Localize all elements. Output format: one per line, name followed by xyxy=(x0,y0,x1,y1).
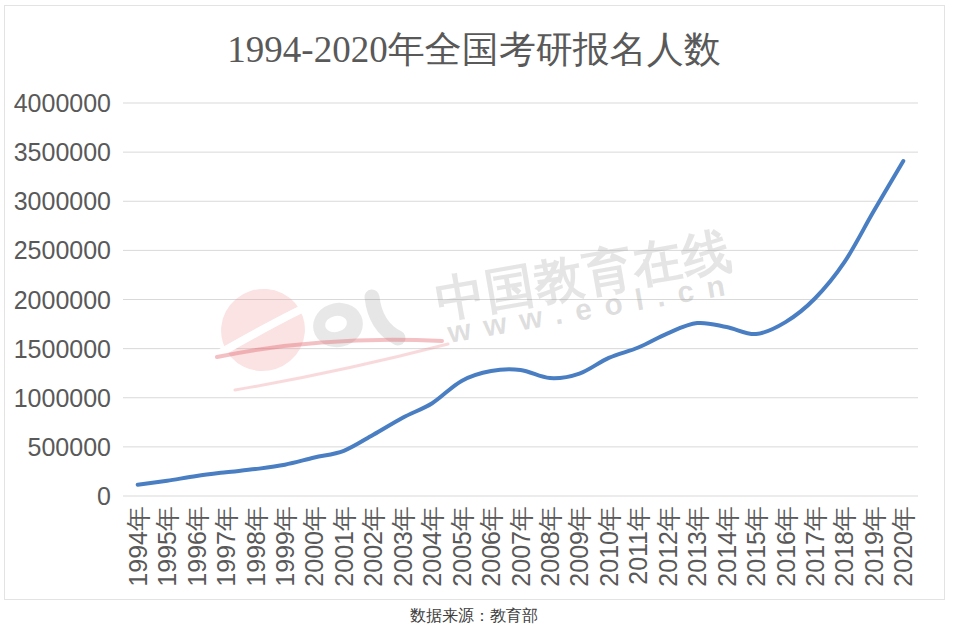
x-axis-labels: 1994年1995年1996年1997年1998年1999年2000年2001年… xyxy=(124,506,918,587)
x-axis-tick-label: 2016年 xyxy=(772,506,800,587)
x-axis-tick-label: 1997年 xyxy=(212,506,240,587)
x-axis-tick-label: 1994年 xyxy=(124,506,152,587)
x-axis-tick-label: 2008年 xyxy=(536,506,564,587)
x-axis-tick-label: 2006年 xyxy=(477,506,505,587)
x-axis-tick-label: 2000年 xyxy=(300,506,328,587)
x-axis-tick-label: 2003年 xyxy=(389,506,417,587)
eol-logo xyxy=(210,278,448,390)
x-axis-tick-label: 2007年 xyxy=(507,506,535,587)
y-axis-tick-label: 2000000 xyxy=(14,286,111,314)
y-axis-tick-label: 1000000 xyxy=(14,384,111,412)
x-axis-tick-label: 2019年 xyxy=(860,506,888,587)
data-source-caption: 数据来源：教育部 xyxy=(0,606,948,627)
y-axis-tick-label: 2500000 xyxy=(14,236,111,264)
y-axis-tick-label: 0 xyxy=(97,482,111,510)
x-axis-tick-label: 2009年 xyxy=(565,506,593,587)
x-axis-tick-label: 2013年 xyxy=(683,506,711,587)
x-axis-tick-label: 1999年 xyxy=(271,506,299,587)
x-axis-tick-label: 2012年 xyxy=(654,506,682,587)
x-axis-tick-label: 2011年 xyxy=(624,506,652,585)
x-axis-tick-label: 2004年 xyxy=(418,506,446,587)
x-axis-tick-label: 2020年 xyxy=(889,506,917,587)
x-axis-tick-label: 2014年 xyxy=(713,506,741,587)
x-axis-tick-label: 2015年 xyxy=(742,506,770,587)
x-axis-tick-label: 2017年 xyxy=(801,506,829,587)
x-axis-tick-label: 2005年 xyxy=(448,506,476,587)
y-axis-tick-label: 500000 xyxy=(28,433,111,461)
x-axis-tick-label: 1998年 xyxy=(242,506,270,587)
x-axis-tick-label: 1995年 xyxy=(153,506,181,587)
x-axis-tick-label: 2010年 xyxy=(595,506,623,587)
x-axis-tick-label: 2018年 xyxy=(830,506,858,587)
x-axis-tick-label: 2001年 xyxy=(330,506,358,587)
y-axis-tick-label: 1500000 xyxy=(14,335,111,363)
y-axis-labels: 0 500000 1000000 1500000 2000000 2500000 30000… xyxy=(14,89,111,510)
x-axis-tick-label: 2002年 xyxy=(359,506,387,587)
y-axis-tick-label: 4000000 xyxy=(14,89,111,117)
y-axis-tick-label: 3500000 xyxy=(14,138,111,166)
logo-l xyxy=(372,297,398,338)
y-axis-tick-label: 3000000 xyxy=(14,187,111,215)
x-axis-tick-label: 1996年 xyxy=(183,506,211,587)
